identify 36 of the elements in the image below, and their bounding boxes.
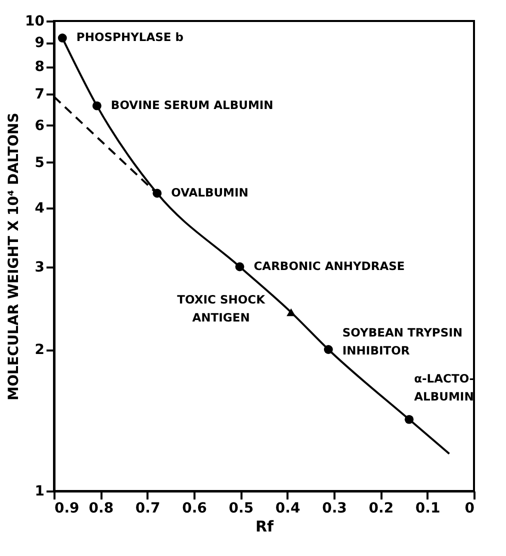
x-tick-label: 0.3 xyxy=(322,500,347,516)
y-tick-label: 2 xyxy=(34,342,44,358)
annotation: BOVINE SERUM ALBUMIN xyxy=(110,98,274,112)
x-tick-label: 0.9 xyxy=(54,500,80,516)
annotation: SOYBEAN TRYPSIN INHIBITOR xyxy=(342,326,463,358)
point xyxy=(324,345,333,354)
annotation: CARBONIC ANHYDRASE xyxy=(254,258,405,273)
annotation: OVALBUMIN xyxy=(171,185,248,200)
x-axis-title: Rf xyxy=(255,518,274,536)
annotation: α-LACTO- ALBUMIN xyxy=(414,371,474,404)
x-tick-label: 0.1 xyxy=(415,500,440,516)
point xyxy=(58,34,67,42)
y-tick-label: 4 xyxy=(34,200,45,217)
y-tick-label: 7 xyxy=(34,86,44,102)
point xyxy=(404,414,414,424)
y-axis-title: MOLECULAR WEIGHT X 10⁴ DALTONS xyxy=(6,112,22,400)
x-tick-label: 0 xyxy=(464,500,475,516)
y-tick-label: 1 xyxy=(34,484,44,500)
x-tick-label: 0.5 xyxy=(228,500,254,516)
point xyxy=(235,262,244,272)
x-tick-label: 0.8 xyxy=(88,500,114,516)
point xyxy=(286,308,296,316)
annotation: TOXIC SHOCK ANTIGEN xyxy=(177,292,266,324)
point xyxy=(152,188,162,198)
x-tick-label: 0.4 xyxy=(275,500,300,516)
point xyxy=(92,101,102,110)
y-tick-label: 9 xyxy=(34,35,44,52)
annotation: PHOSPHYLASE b xyxy=(76,30,184,44)
y-tick-label: 5 xyxy=(34,154,44,171)
y-tick-label: 6 xyxy=(34,118,44,134)
x-tick-label: 0.2 xyxy=(368,500,394,516)
y-tick-label: 8 xyxy=(34,59,44,76)
x-tick-label: 0.7 xyxy=(135,500,160,516)
y-tick-label: 3 xyxy=(34,259,44,276)
x-tick-label: 0.6 xyxy=(182,500,207,516)
y-tick-label: 10 xyxy=(25,14,45,30)
